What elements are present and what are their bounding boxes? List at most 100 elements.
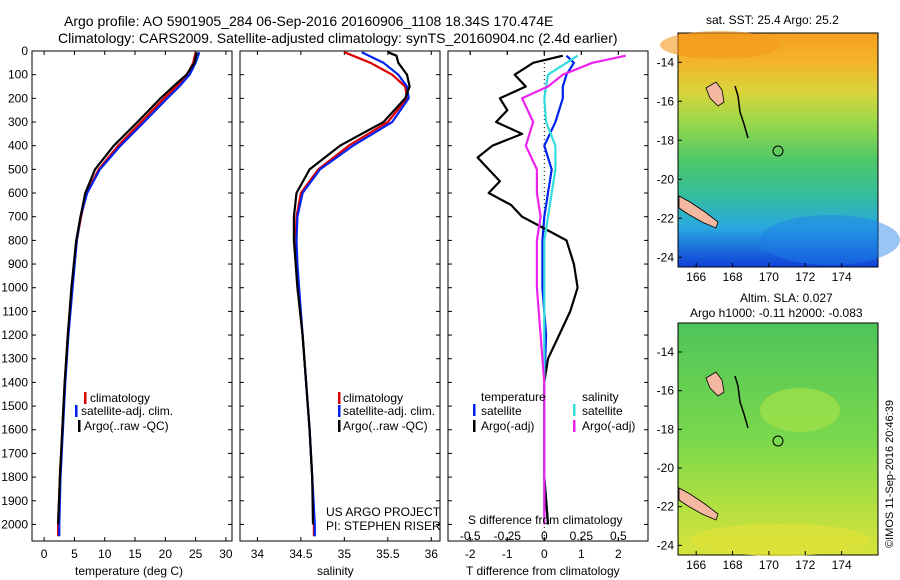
temperature-panel-frame [31, 50, 233, 542]
depth-tick-label: 2000 [1, 517, 28, 531]
x-tick-label: 0.25 [570, 529, 594, 543]
legend-swatch-climatology [84, 392, 87, 404]
map-x-tick-label: 172 [795, 558, 815, 572]
series-line-0 [56, 51, 197, 537]
credit-text: ©IMOS 11-Sep-2016 20:46:39 [884, 400, 896, 548]
map-x-tick-label: 170 [759, 270, 779, 284]
depth-tick-label: 200 [8, 91, 28, 105]
map-y-tick-label: -20 [657, 172, 675, 186]
legend-label-argo-t: Argo(-adj) [481, 419, 534, 433]
depth-tick-label: 1500 [1, 399, 28, 413]
x-tick-label: 25 [189, 547, 203, 561]
series-line-2 [292, 51, 411, 525]
sst-map-field [677, 32, 879, 268]
legend-swatch-satellite [75, 405, 78, 417]
salinity-xlabel: salinity [317, 564, 354, 578]
legend-swatch-satellite-t [473, 404, 476, 416]
x-tick-label: 30 [219, 547, 233, 561]
x-tick-label: 15 [128, 547, 142, 561]
land-vanuatu [705, 371, 725, 397]
map-x-tick-label: 172 [795, 270, 815, 284]
sla-yellow-patch [690, 524, 870, 556]
x-tick-label: 0.5 [610, 529, 627, 543]
depth-tick-label: 1800 [1, 470, 28, 484]
map-x-tick-label: 174 [832, 270, 852, 284]
argo-location-marker [772, 435, 784, 447]
depth-tick-label: 1100 [2, 304, 28, 318]
depth-tick-label: 1900 [1, 494, 28, 508]
x-tick-label: 10 [98, 547, 112, 561]
sst-cool-patch [760, 215, 900, 265]
x-tick-label: 34.5 [289, 547, 313, 561]
x-tick-label: -0.25 [494, 529, 522, 543]
depth-tick-label: 1600 [1, 423, 28, 437]
salinity-legend: climatology satellite-adj. clim. Argo(..… [338, 391, 435, 433]
map-y-tick-label: -24 [657, 538, 675, 552]
x-tick-label: 20 [159, 547, 173, 561]
depth-tick-label: 1700 [1, 446, 28, 460]
t-diff-xlabel: T difference from climatology [466, 564, 620, 578]
x-tick-label: 1 [578, 547, 585, 561]
depth-tick-label: 1000 [1, 281, 28, 295]
legend-swatch-argo-s [573, 420, 576, 432]
difference-plot: -2 -1 0 1 2 -0.5 -0.25 0 0.25 0.5 [460, 51, 627, 561]
temperature-xlabel: temperature (deg C) [75, 564, 183, 578]
legend-label-satellite: satellite-adj. clim. [81, 404, 173, 418]
depth-tick-label: 500 [8, 162, 28, 176]
sla-map [677, 322, 879, 556]
x-tick-label: 0 [541, 529, 548, 543]
salinity-plot: 34 34.5 35 35.5 36 [251, 51, 438, 561]
legend-label-argo: Argo(..raw -QC) [343, 419, 428, 433]
depth-tick-label: 300 [8, 115, 28, 129]
difference-panel-frame [447, 50, 649, 542]
difference-legend: temperature satellite Argo(-adj) salinit… [473, 390, 635, 433]
depth-tick-label: 1400 [1, 375, 28, 389]
temperature-plot: 0 5 10 15 20 25 30 [41, 51, 233, 561]
header-line1: Argo profile: AO 5901905_284 06-Sep-2016… [64, 13, 553, 29]
map-x-tick-label: 168 [723, 558, 743, 572]
legend-label-satellite: satellite-adj. clim. [343, 404, 435, 418]
map-y-tick-label: -14 [657, 55, 675, 69]
x-tick-label: -0.5 [460, 529, 481, 543]
series-line-3 [520, 54, 627, 525]
x-tick-label: 2 [615, 547, 622, 561]
legend-label-argo: Argo(..raw -QC) [84, 419, 169, 433]
sla-map-ticks: 166 168 170 172 174 -14 -16 -18 -20 -22 -24 [657, 345, 852, 572]
sla-bright-patch [760, 388, 840, 432]
legend-title-temperature: temperature [481, 390, 546, 404]
map-y-tick-label: -18 [657, 422, 675, 436]
legend-label-satellite-t: satellite [481, 404, 522, 418]
x-tick-label: -1 [502, 547, 513, 561]
depth-tick-label: 600 [8, 186, 28, 200]
x-tick-label: -2 [465, 547, 476, 561]
project-annotation: US ARGO PROJECT [326, 505, 441, 519]
depth-tick-label: 0 [21, 44, 28, 58]
series-line-1 [295, 51, 410, 537]
x-tick-label: 5 [71, 547, 78, 561]
temperature-legend: climatology satellite-adj. clim. Argo(..… [75, 391, 173, 433]
depth-tick-label: 800 [8, 233, 28, 247]
land-vanuatu-chain [734, 85, 749, 139]
map-y-tick-label: -16 [657, 94, 675, 108]
x-tick-label: 0 [41, 547, 48, 561]
legend-label-argo-s: Argo(-adj) [582, 419, 635, 433]
depth-tick-label: 1200 [1, 328, 28, 342]
series-line-2 [57, 51, 198, 525]
s-diff-xlabel: S difference from climatology [468, 513, 623, 527]
header-line2: Climatology: CARS2009. Satellite-adjuste… [58, 30, 618, 46]
legend-swatch-satellite-s [573, 404, 576, 416]
land-vanuatu-chain [734, 375, 749, 429]
sst-warm-patch [660, 31, 780, 59]
x-tick-label: 0 [541, 547, 548, 561]
map-y-tick-label: -24 [657, 250, 675, 264]
depth-tick-label: 700 [8, 210, 28, 224]
series-line-1 [476, 54, 579, 525]
sla-map-field [677, 322, 879, 556]
sst-map [660, 31, 900, 268]
depth-tick-label: 400 [8, 139, 28, 153]
pi-annotation: PI: STEPHEN RISER [326, 519, 441, 533]
map-y-tick-label: -18 [657, 133, 675, 147]
legend-label-climatology: climatology [90, 391, 150, 405]
legend-swatch-argo-t [473, 420, 476, 432]
series-line-1 [58, 51, 201, 537]
